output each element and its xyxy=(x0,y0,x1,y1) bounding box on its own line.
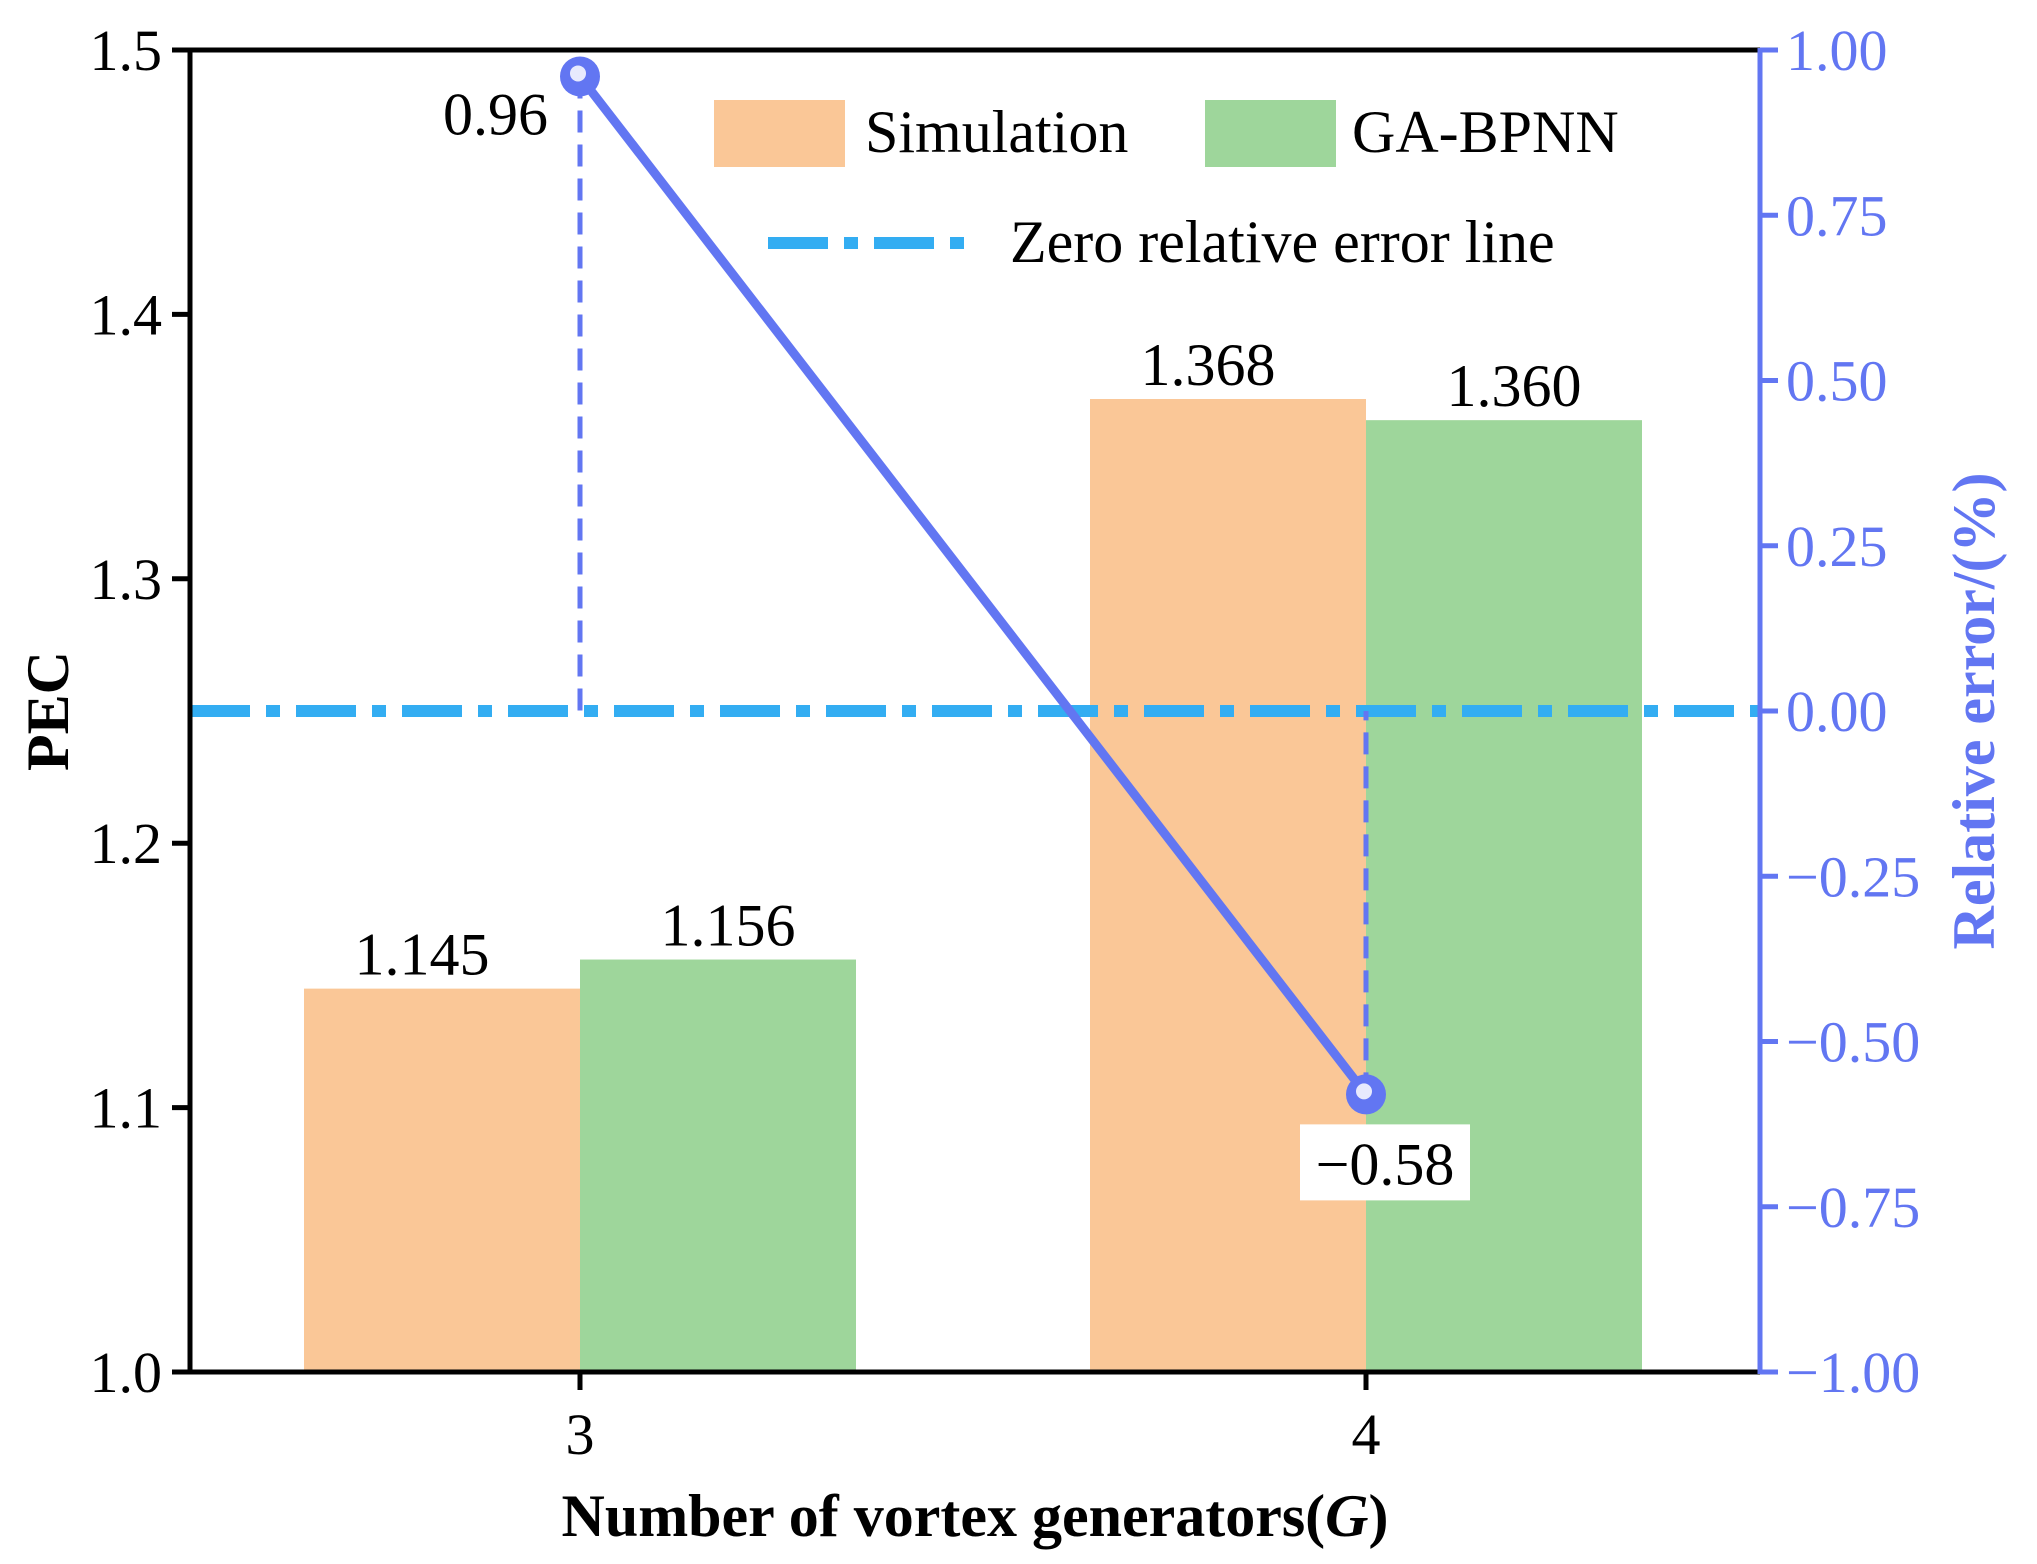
secondary-tick-label-5: 0.25 xyxy=(1786,514,1888,579)
x-axis-title: Number of vortex generators(G) xyxy=(562,1483,1389,1549)
bar-value-label-ga-bpnn-4: 1.360 xyxy=(1447,353,1582,419)
relative-error-line xyxy=(576,73,1370,1098)
secondary-tick-label-6: 0.50 xyxy=(1786,349,1888,414)
bar-simulation-4 xyxy=(1090,399,1366,1372)
y-tick-label-4: 1.4 xyxy=(90,282,163,347)
bar-value-label-simulation-3: 1.145 xyxy=(355,922,490,988)
secondary-tick-label-2: −0.50 xyxy=(1786,1010,1920,1075)
relative-error-point-highlight-4 xyxy=(1356,1083,1372,1100)
secondary-tick-label-4: 0.00 xyxy=(1786,679,1888,744)
secondary-tick-label-7: 0.75 xyxy=(1786,183,1888,248)
secondary-tick-label-0: −1.00 xyxy=(1786,1340,1920,1405)
legend: Simulation GA-BPNN Zero relative error l… xyxy=(714,99,1619,275)
y-tick-label-5: 1.5 xyxy=(90,18,163,83)
secondary-tick-label-3: −0.25 xyxy=(1786,844,1920,909)
y-tick-label-2: 1.2 xyxy=(90,811,163,876)
relative-error-label-4: −0.58 xyxy=(1316,1131,1455,1197)
x-axis-title-text: Number of vortex generators( xyxy=(562,1483,1326,1549)
y-tick-label-1: 1.1 xyxy=(90,1076,163,1141)
y-tick-label-3: 1.3 xyxy=(90,547,163,612)
x-axis-title-var: G xyxy=(1325,1483,1368,1549)
y-axis-title: PEC xyxy=(15,651,81,771)
relative-error-label-bg-4 xyxy=(1300,1124,1470,1201)
secondary-tick-label-1: −0.75 xyxy=(1786,1175,1920,1240)
legend-label-zero-line: Zero relative error line xyxy=(1010,209,1555,275)
x-tick-label-4: 4 xyxy=(1352,1402,1381,1467)
y-tick-label-0: 1.0 xyxy=(90,1340,163,1405)
legend-label-simulation: Simulation xyxy=(865,99,1128,165)
relative-error-label-3: 0.96 xyxy=(443,81,548,147)
legend-swatch-simulation xyxy=(714,100,845,167)
bar-value-label-ga-bpnn-3: 1.156 xyxy=(661,893,796,959)
x-tick-label-3: 3 xyxy=(566,1402,595,1467)
legend-swatch-ga-bpnn xyxy=(1205,100,1336,167)
legend-label-ga-bpnn: GA-BPNN xyxy=(1352,99,1619,165)
relative-error-point-highlight-3 xyxy=(570,65,586,82)
bar-value-label-simulation-4: 1.368 xyxy=(1141,332,1276,398)
bar-ga-bpnn-4 xyxy=(1366,420,1642,1372)
secondary-tick-label-8: 1.00 xyxy=(1786,18,1888,83)
x-axis-title-close: ) xyxy=(1369,1483,1389,1549)
bar-ga-bpnn-3 xyxy=(580,959,856,1372)
secondary-axis-title: Relative error/(%) xyxy=(1941,473,2007,950)
bar-simulation-3 xyxy=(304,988,580,1372)
